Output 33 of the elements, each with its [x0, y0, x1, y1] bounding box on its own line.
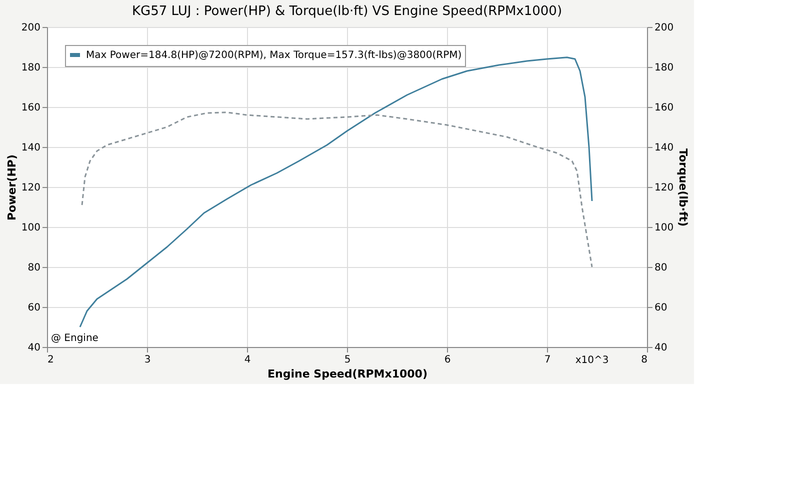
annotation: @ Engine — [51, 333, 98, 344]
y2-axis-title: Torque(lb·ft) — [676, 148, 690, 227]
x-tick-label: 3 — [144, 354, 151, 366]
x-axis-title: Engine Speed(RPMx1000) — [268, 368, 428, 380]
y2-tick-label: 100 — [654, 222, 674, 234]
chart-title: KG57 LUJ : Power(HP) & Torque(lb·ft) VS Engine Speed(RPMx1000) — [132, 4, 562, 19]
y2-tick-label: 160 — [654, 102, 674, 114]
y-tick-label: 160 — [21, 102, 40, 114]
y-tick-label: 140 — [21, 142, 40, 154]
x-tick-label: 2 — [48, 354, 54, 366]
y2-tick-label: 120 — [654, 182, 674, 194]
y-tick-label: 120 — [21, 182, 40, 194]
text: x10^3 — [575, 355, 609, 366]
y-tick-label: 60 — [28, 302, 40, 314]
x-tick-label: 7 — [544, 354, 551, 366]
x-tick-label: 6 — [444, 354, 451, 366]
y-tick-label: 100 — [21, 222, 40, 234]
y2-tick-label: 80 — [654, 262, 668, 274]
y2-tick-label: 200 — [654, 22, 674, 34]
y2-tick-label: 180 — [654, 62, 674, 74]
y-tick-label: 200 — [21, 22, 40, 34]
x-tick-label: 8 — [641, 354, 648, 366]
y-tick-label: 40 — [28, 342, 40, 354]
y-tick-label: 80 — [28, 262, 40, 274]
x-tick-label: 5 — [344, 354, 351, 366]
y2-tick-label: 40 — [654, 342, 668, 354]
y2-tick-label: 140 — [654, 142, 674, 154]
y-tick-label: 180 — [21, 62, 40, 74]
y-axis-title: Power(HP) — [5, 154, 18, 220]
legend-label: Max Power=184.8(HP)@7200(RPM), Max Torque=157.3(ft-lbs)@3800(RPM) — [86, 50, 462, 61]
x-tick-label: 4 — [244, 354, 251, 366]
line-series — [81, 112, 593, 268]
y2-tick-label: 60 — [654, 302, 668, 314]
